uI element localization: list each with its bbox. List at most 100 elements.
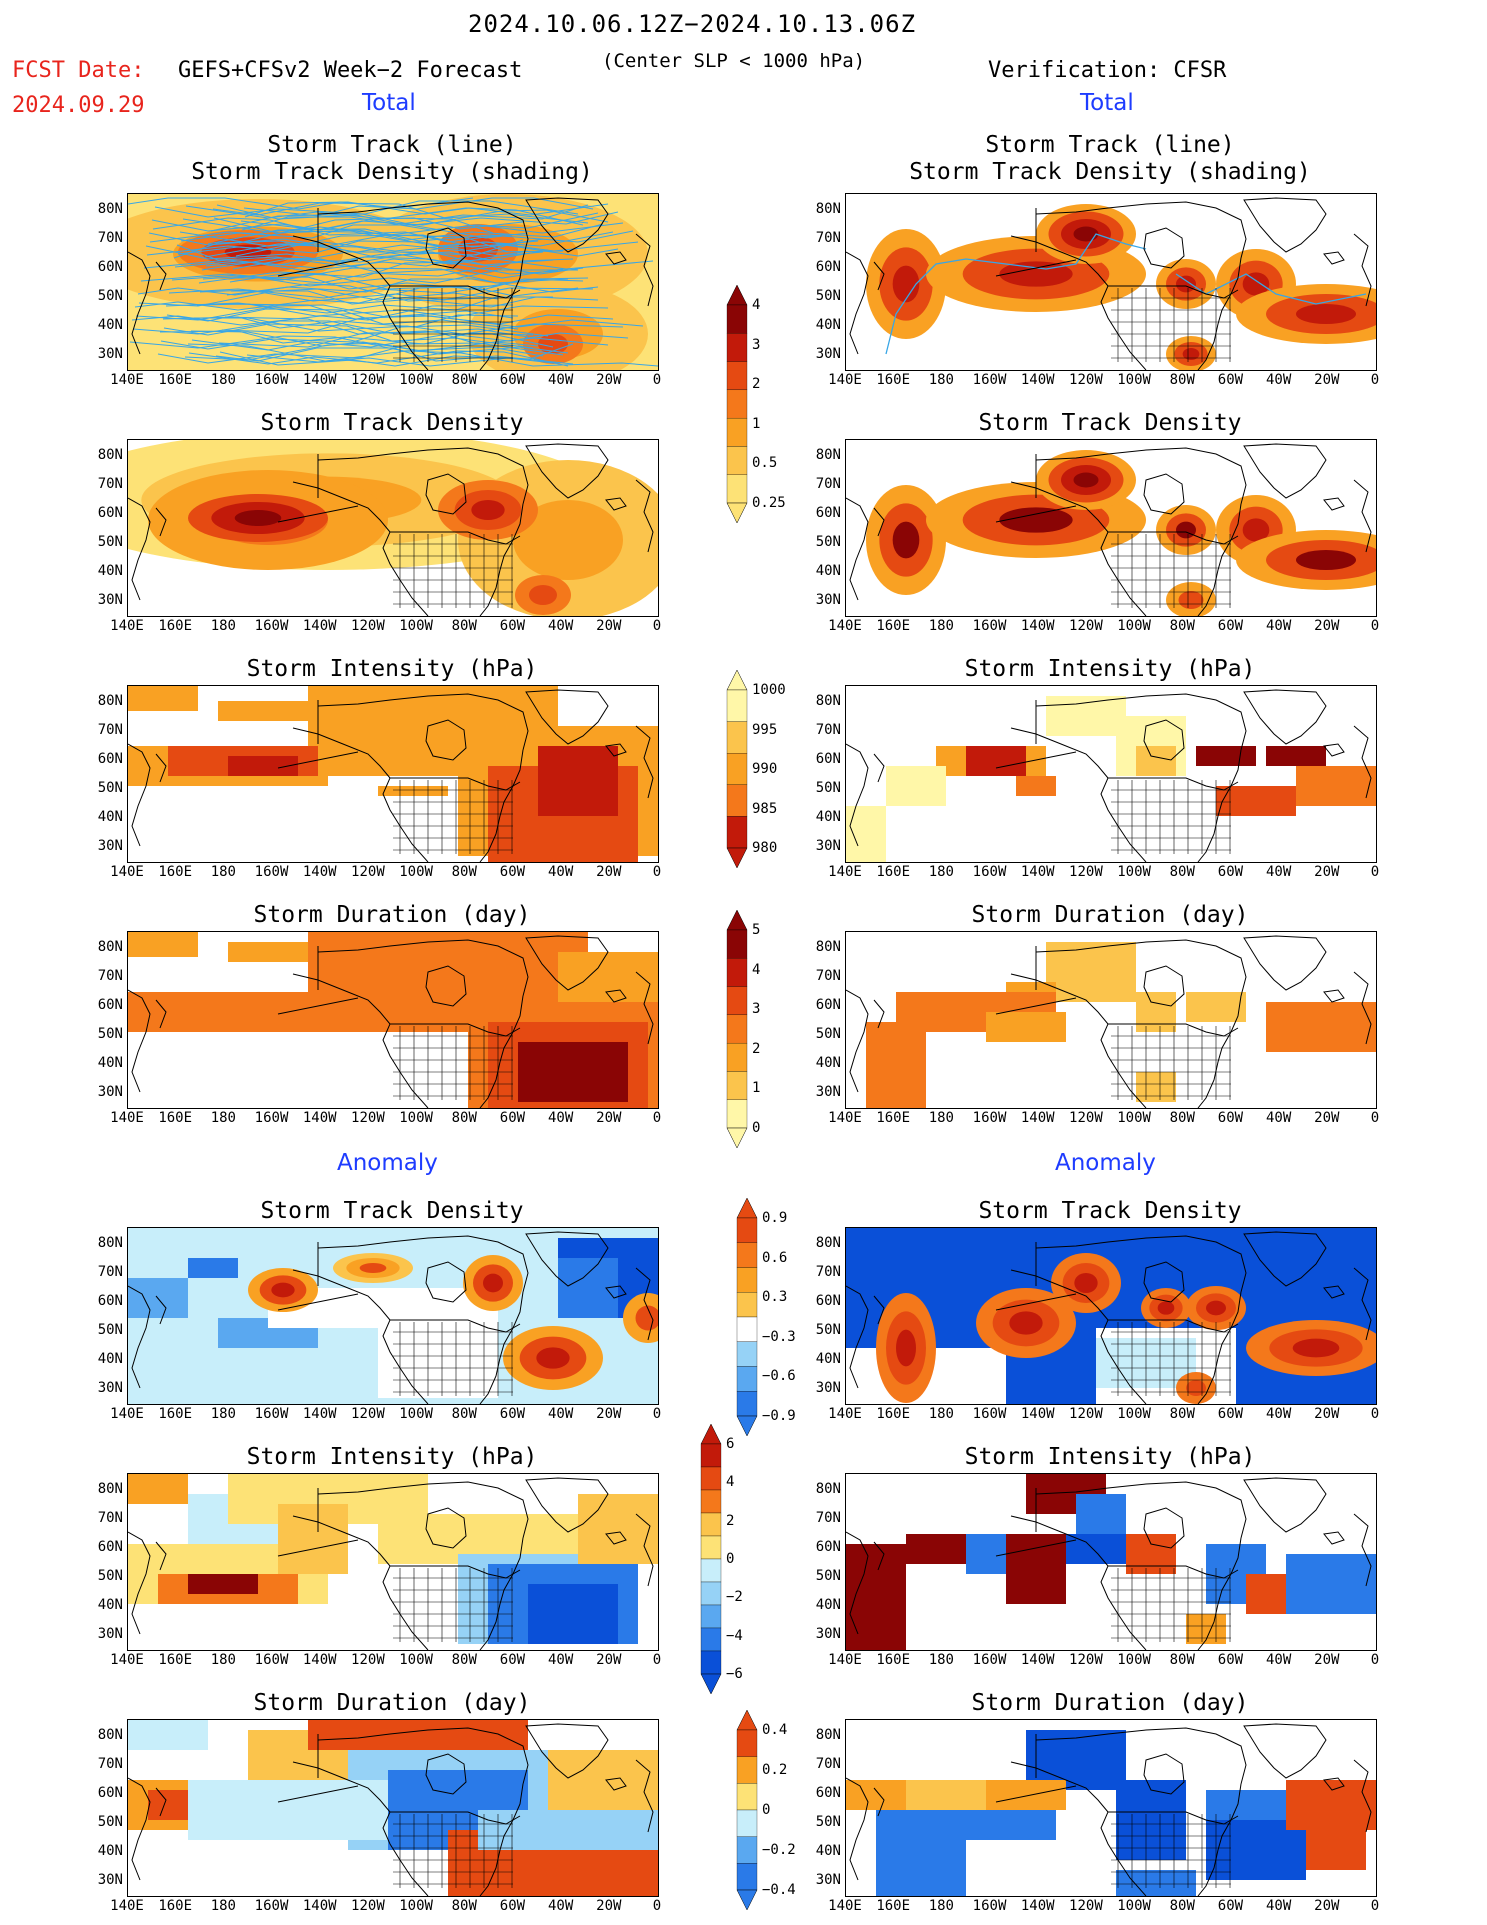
panel-title-line: Storm Track Density (shading)	[909, 159, 1311, 185]
lon-tick-label: 80W	[1169, 372, 1195, 388]
lat-tick-label: 60N	[97, 1539, 123, 1555]
lon-tick-label: 160E	[876, 1652, 911, 1668]
colorbar-density-total	[726, 284, 748, 527]
colorbar-tick-label: 2	[752, 376, 761, 393]
lon-tick-label: 40W	[1265, 864, 1292, 880]
lon-tick-label: 120W	[1069, 618, 1103, 634]
verification-label: Verification: CFSR	[988, 58, 1227, 83]
colorbar-tick-label: −0.9	[762, 1408, 796, 1424]
date-range: 2024.10.06.12Z−2024.10.13.06Z	[468, 10, 917, 38]
lon-tick-label: 0	[652, 372, 662, 388]
lon-tick-label: 180	[210, 1406, 236, 1422]
lon-tick-label: 40W	[547, 372, 574, 388]
shading-blob	[1246, 1320, 1376, 1376]
lon-tick-label: 140W	[1020, 864, 1055, 880]
colorbar-tick-label: 1	[752, 415, 761, 432]
lon-tick-label: 80W	[1169, 1110, 1195, 1126]
lon-tick-label: 80W	[1169, 864, 1195, 880]
lat-tick-label: 70N	[97, 1264, 123, 1280]
lon-tick-label: 160W	[254, 864, 289, 880]
lat-tick-label: 70N	[97, 230, 123, 246]
lon-tick-label: 40W	[1265, 1406, 1292, 1422]
lon-tick-label: 160E	[876, 1110, 911, 1126]
lon-tick-label: 160E	[158, 1110, 193, 1126]
lat-tick-label: 50N	[97, 534, 123, 550]
panel-title-line: Storm Track Density	[260, 410, 524, 436]
shading-blob	[1036, 204, 1136, 264]
lon-tick-label: 120W	[351, 1898, 385, 1914]
lon-tick-label: 80W	[451, 372, 477, 388]
lat-tick-label: 50N	[97, 1568, 123, 1584]
lat-tick-label: 40N	[815, 1055, 841, 1071]
lon-tick-label: 20W	[1314, 1898, 1340, 1914]
lon-tick-label: 40W	[1265, 372, 1292, 388]
lat-tick-label: 70N	[815, 722, 841, 738]
lon-tick-label: 160E	[158, 1652, 193, 1668]
lon-tick-label: 0	[1370, 618, 1380, 634]
lon-tick-label: 40W	[547, 864, 574, 880]
lon-tick-label: 0	[1370, 864, 1380, 880]
grid-cells	[128, 686, 658, 862]
lat-tick-label: 30N	[97, 592, 123, 608]
map-panel	[127, 1473, 659, 1651]
lon-tick-label: 180	[928, 864, 954, 880]
lat-tick-label: 40N	[97, 1351, 123, 1367]
lat-tick-label: 60N	[815, 1293, 841, 1309]
lon-tick-label: 80W	[451, 1898, 477, 1914]
lat-tick-label: 70N	[815, 230, 841, 246]
shading-blob	[866, 485, 946, 595]
lat-tick-label: 40N	[97, 317, 123, 333]
colorbar-tick-label: 1000	[752, 682, 786, 698]
lon-tick-label: 140W	[1020, 1898, 1055, 1914]
lon-tick-label: 160E	[876, 864, 911, 880]
grid-cells	[128, 1474, 658, 1644]
lon-tick-label: 100W	[1117, 1110, 1151, 1126]
shading-blob	[463, 1255, 523, 1311]
model-label: GEFS+CFSv2 Week−2 Forecast	[178, 58, 523, 83]
lat-tick-label: 40N	[815, 563, 841, 579]
lat-tick-label: 80N	[97, 201, 123, 217]
lat-tick-label: 50N	[815, 1026, 841, 1042]
lon-tick-label: 120W	[351, 1110, 385, 1126]
lon-tick-label: 120W	[1069, 372, 1103, 388]
grid-cells	[846, 696, 1376, 862]
grid-cells	[128, 932, 658, 1108]
shading-blob	[876, 1293, 936, 1403]
map-panel	[127, 1227, 659, 1405]
panel-title-line: Storm Intensity (hPa)	[964, 656, 1256, 682]
lon-tick-label: 160E	[158, 618, 193, 634]
us-state-borders	[1035, 1242, 1239, 1396]
lon-tick-label: 80W	[451, 1652, 477, 1668]
panel-title: Storm Duration (day)	[845, 902, 1375, 929]
shading-blob	[866, 229, 946, 339]
lat-tick-label: 30N	[815, 1872, 841, 1888]
lon-tick-label: 60W	[1217, 1406, 1244, 1422]
colorbar-tick-label: 0.6	[762, 1249, 788, 1266]
colorbar-tick-label: 0.2	[762, 1762, 788, 1778]
lon-tick-label: 60W	[1217, 1652, 1244, 1668]
colorbar-tick-label: 0	[726, 1551, 735, 1567]
lon-tick-label: 40W	[547, 1406, 574, 1422]
map-panel	[127, 685, 659, 863]
lon-tick-label: 120W	[1069, 1406, 1103, 1422]
grid-cells	[846, 1474, 1376, 1650]
lon-tick-label: 140E	[828, 1110, 862, 1126]
lon-tick-label: 60W	[499, 618, 526, 634]
lon-tick-label: 160W	[254, 1652, 289, 1668]
lat-tick-label: 40N	[97, 563, 123, 579]
lon-tick-label: 160E	[876, 1406, 911, 1422]
lat-tick-label: 70N	[97, 1510, 123, 1526]
lat-tick-label: 60N	[97, 997, 123, 1013]
panel-title-line: Storm Track (line)	[985, 132, 1235, 158]
lat-tick-label: 50N	[97, 288, 123, 304]
lat-tick-label: 60N	[97, 505, 123, 521]
panel-title-line: Storm Intensity (hPa)	[246, 1444, 538, 1470]
shading-blob	[1236, 530, 1376, 590]
lon-tick-label: 140E	[110, 1110, 144, 1126]
colorbar-tick-label: 4	[752, 961, 761, 978]
lat-tick-label: 60N	[97, 1293, 123, 1309]
colorbar-tick-label: 0.25	[752, 495, 786, 511]
lon-tick-label: 180	[928, 618, 954, 634]
lon-tick-label: 120W	[1069, 1110, 1103, 1126]
lon-tick-label: 160W	[254, 1898, 289, 1914]
